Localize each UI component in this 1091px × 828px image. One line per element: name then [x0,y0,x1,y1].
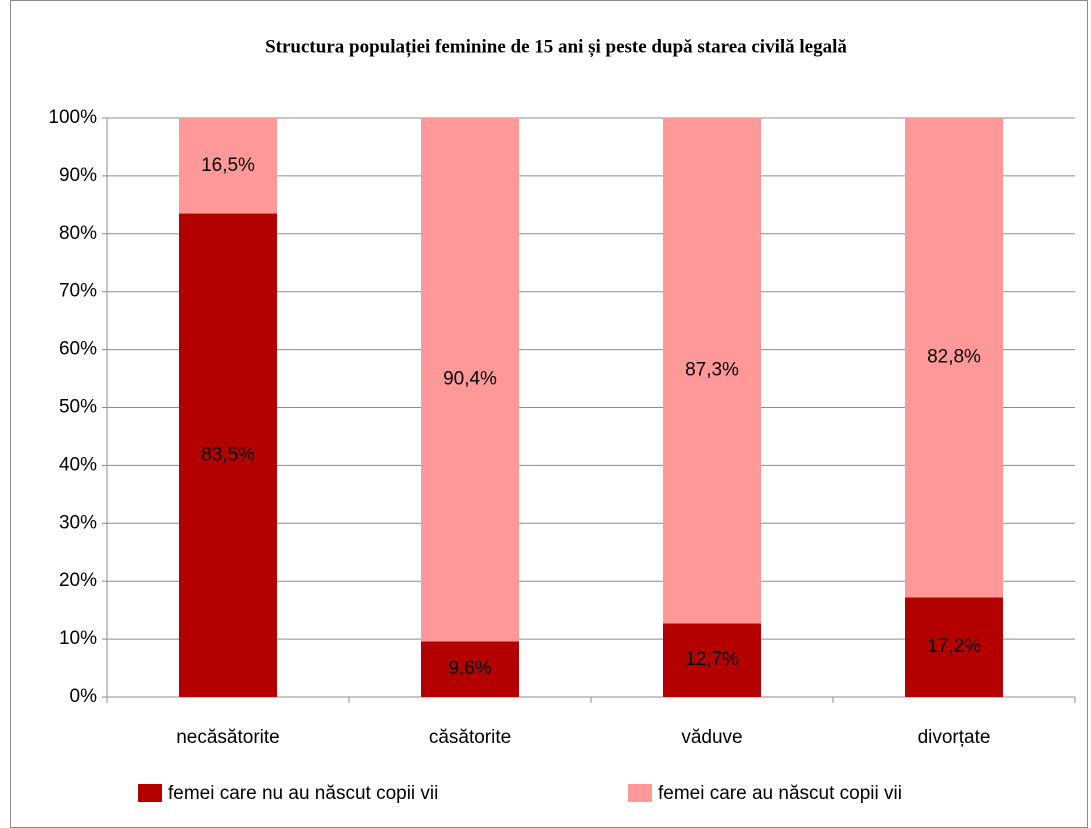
y-tick-label: 70% [59,281,97,302]
bar-segment [421,641,519,697]
legend-label: femei care nu au născut copii vii [168,783,438,804]
y-tick-label: 50% [59,397,97,418]
data-label: 16,5% [201,155,255,176]
legend-swatch [628,784,652,802]
bar-segment [905,118,1003,598]
data-label: 17,2% [927,636,981,657]
bar-segment [663,623,761,697]
y-tick-label: 60% [59,339,97,360]
y-tick-label: 20% [59,570,97,591]
x-tick-label: necăsătorite [176,727,280,748]
x-tick-label: căsătorite [429,727,511,748]
data-label: 90,4% [443,369,497,390]
y-tick-label: 40% [59,454,97,475]
bar-segment [421,118,519,642]
bar-segment [905,597,1003,697]
bar-segment [179,213,277,697]
legend-label: femei care au născut copii vii [658,783,902,804]
y-tick-label: 100% [48,107,97,128]
y-tick-label: 90% [59,165,97,186]
chart-title: Structura populației feminine de 15 ani … [265,36,847,57]
y-tick-label: 80% [59,223,97,244]
data-label: 12,7% [685,649,739,670]
x-tick-label: divorțate [918,727,991,748]
legend-swatch [138,784,162,802]
y-tick-label: 30% [59,512,97,533]
data-label: 83,5% [201,444,255,465]
y-tick-label: 0% [70,686,98,707]
data-label: 87,3% [685,360,739,381]
bar-segment [179,118,277,214]
y-tick-label: 10% [59,628,97,649]
data-label: 9,6% [448,658,491,679]
data-label: 82,8% [927,347,981,368]
x-tick-label: văduve [681,727,742,748]
bar-segment [663,118,761,624]
